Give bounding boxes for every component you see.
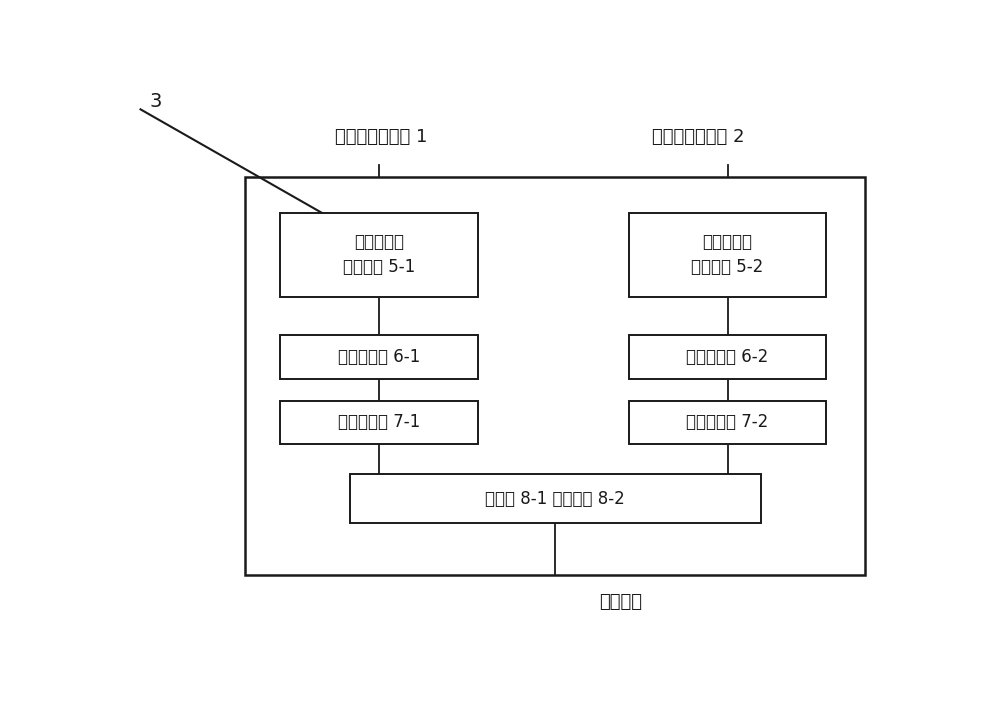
Text: 接水平极化天线 1: 接水平极化天线 1 (335, 127, 427, 146)
Bar (629, 213, 826, 297)
Text: 放大器及其
匹配电路 5-2: 放大器及其 匹配电路 5-2 (691, 233, 764, 276)
Bar (629, 401, 826, 444)
Text: 合路器 8-1 或分路器 8-2: 合路器 8-1 或分路器 8-2 (485, 489, 625, 508)
Bar (280, 401, 478, 444)
Bar (629, 335, 826, 379)
Text: 放大器及其
匹配电路 5-1: 放大器及其 匹配电路 5-1 (343, 233, 415, 276)
Bar (245, 177, 865, 575)
Bar (280, 213, 478, 297)
Text: 射频电缆: 射频电缆 (600, 593, 642, 611)
Text: 接垂直极化天线 2: 接垂直极化天线 2 (652, 127, 745, 146)
Text: 数控衰减器 7-1: 数控衰减器 7-1 (338, 414, 420, 431)
Bar (280, 335, 478, 379)
Text: 数控移相器 6-1: 数控移相器 6-1 (338, 348, 420, 366)
Bar (350, 474, 761, 523)
Text: 3: 3 (150, 92, 162, 111)
Text: 数控衰减器 7-2: 数控衰减器 7-2 (686, 414, 769, 431)
Text: 数控移相器 6-2: 数控移相器 6-2 (686, 348, 769, 366)
